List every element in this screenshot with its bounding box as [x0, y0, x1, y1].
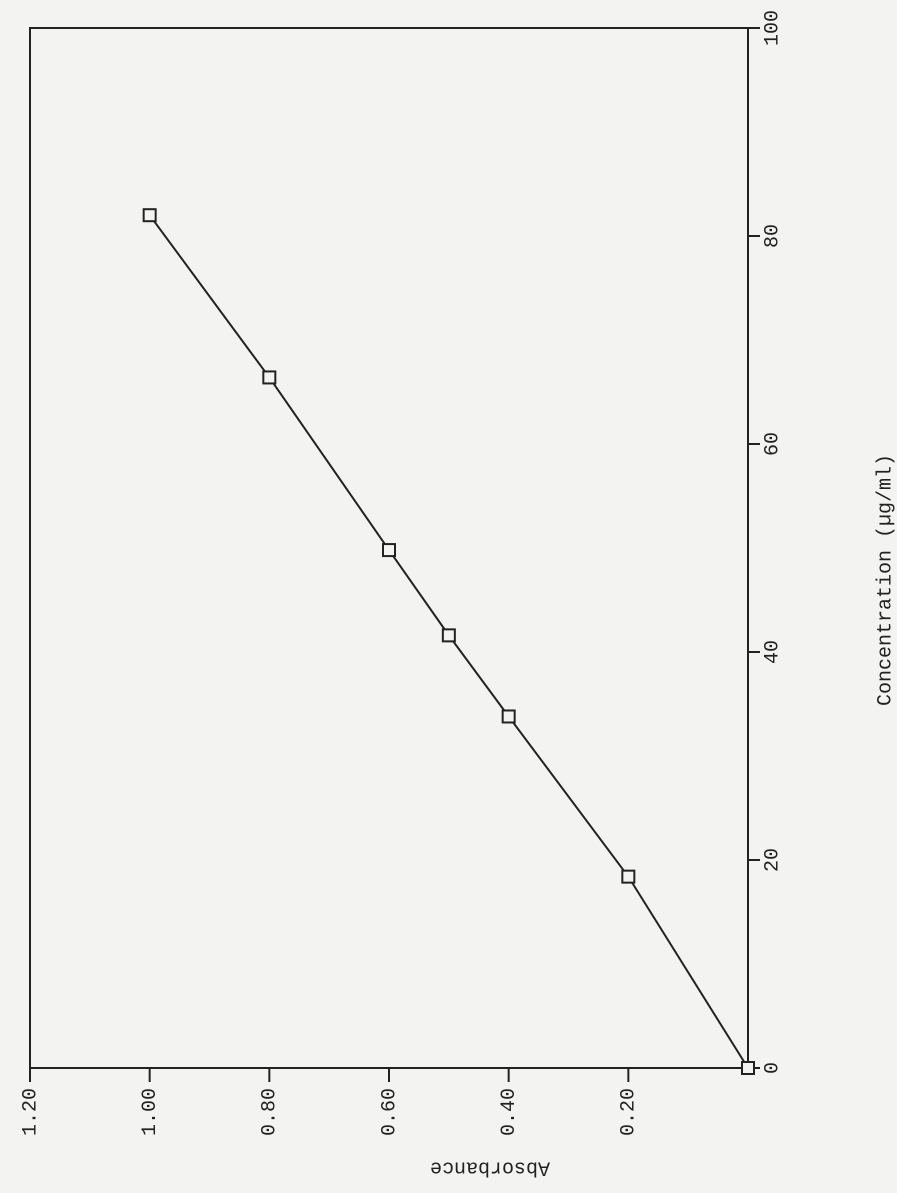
chart: Concentration (µg/ml) Absorbance 0 20 40 60… [0, 0, 897, 1193]
x-tick-label: 60 [761, 432, 784, 456]
x-tick-label: 20 [761, 848, 784, 872]
page: Concentration (µg/ml) Absorbance 0 20 40 60… [0, 0, 897, 1193]
x-axis-label: Concentration (µg/ml) [874, 454, 897, 706]
y-tick-label: 1.00 [139, 1088, 162, 1136]
marker [622, 871, 634, 883]
marker [503, 710, 515, 722]
x-tick-label: 40 [761, 640, 784, 664]
x-tick-label: 80 [761, 224, 784, 248]
y-tick-label: 0.20 [618, 1088, 641, 1136]
y-tick-label: 0.80 [259, 1088, 282, 1136]
y-tick-label: 1.20 [19, 1088, 42, 1136]
y-axis-label: Absorbance [430, 1156, 550, 1179]
y-tick-label: 0.40 [498, 1088, 521, 1136]
marker [383, 544, 395, 556]
marker [263, 371, 275, 383]
y-tick-label: 0.60 [378, 1088, 401, 1136]
x-tick-label: 100 [761, 10, 784, 46]
x-tick-label: 0 [761, 1062, 784, 1074]
marker [443, 629, 455, 641]
marker [742, 1062, 754, 1074]
marker [144, 209, 156, 221]
